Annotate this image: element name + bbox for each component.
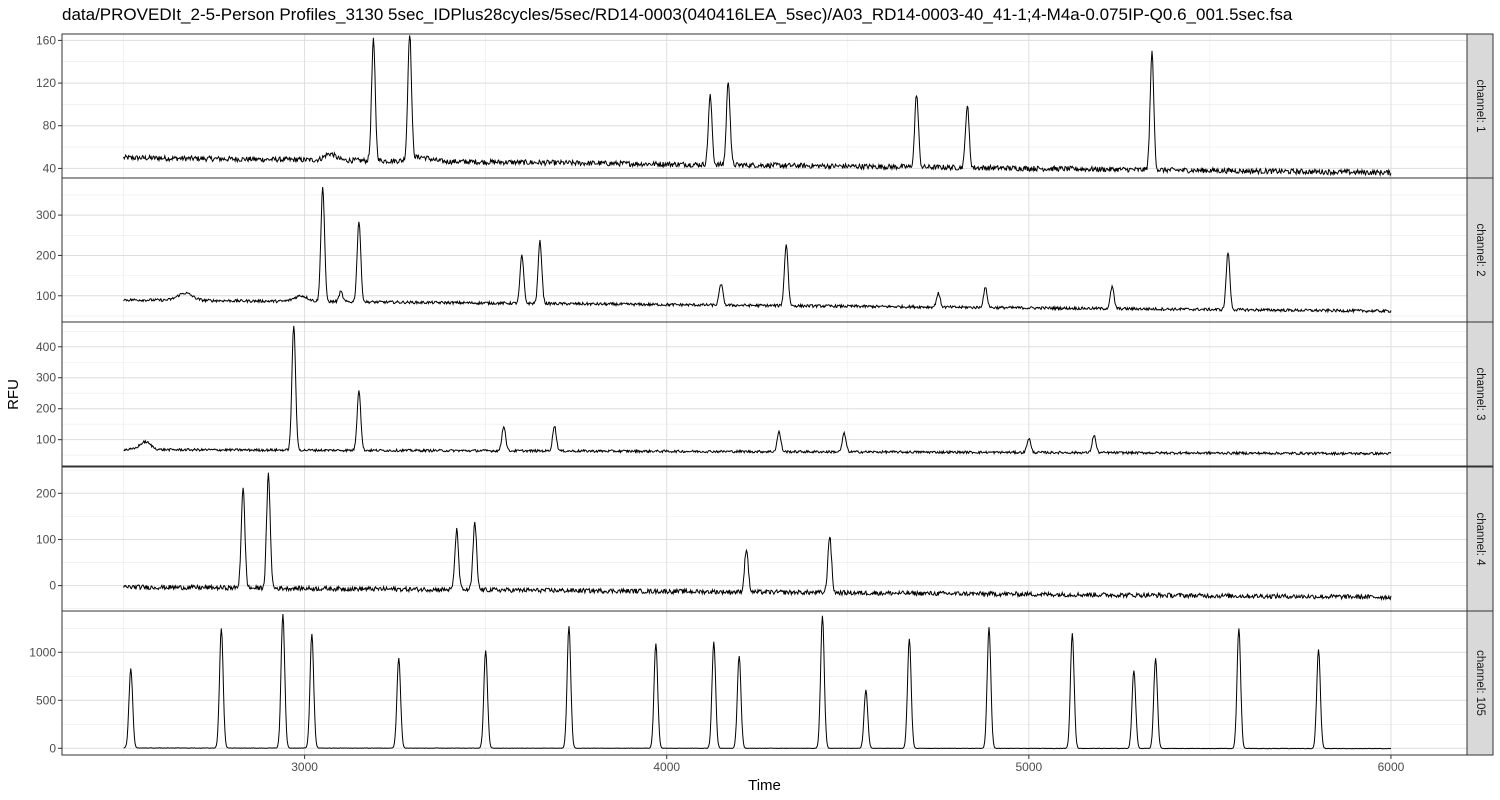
- facet-strip: [1466, 177, 1494, 323]
- y-tick-label: 200: [36, 402, 56, 416]
- y-tick-label: 500: [36, 693, 56, 707]
- y-tick-label: 1000: [29, 645, 56, 659]
- rfu-trace-5: [123, 613, 1392, 750]
- y-tick-label: 200: [36, 486, 56, 500]
- rfu-trace-2: [123, 187, 1392, 314]
- y-tick-label: 100: [36, 289, 56, 303]
- x-tick-label: 3000: [291, 760, 318, 774]
- y-tick-label: 300: [36, 371, 56, 385]
- y-tick-label: 80: [43, 119, 57, 133]
- y-tick-label: 40: [43, 161, 57, 175]
- y-tick-label: 100: [36, 532, 56, 546]
- y-tick-label: 300: [36, 208, 56, 222]
- panel-background: [62, 34, 1467, 178]
- facet-strip-label: channel: 4: [1474, 512, 1486, 566]
- x-axis-title: Time: [748, 777, 781, 794]
- x-tick-label: 6000: [1378, 760, 1405, 774]
- facet-strip-label: channel: 2: [1474, 223, 1486, 276]
- x-tick-label: 5000: [1015, 760, 1042, 774]
- facet-strip-label: channel: 105: [1474, 650, 1486, 716]
- panel-background: [62, 611, 1467, 755]
- x-tick-label: 4000: [653, 760, 680, 774]
- facet-strip: [1466, 466, 1494, 612]
- y-tick-label: 160: [36, 33, 56, 47]
- panel-background: [62, 322, 1467, 466]
- y-tick-label: 0: [49, 579, 56, 593]
- plot-title: data/PROVEDIt_2-5-Person Profiles_3130 5…: [62, 5, 1293, 24]
- y-tick-label: 200: [36, 248, 56, 262]
- y-tick-label: 400: [36, 340, 56, 354]
- facet-strip: [1466, 610, 1494, 756]
- facet-strip: [1466, 33, 1494, 179]
- y-tick-label: 0: [49, 741, 56, 755]
- rfu-trace-4: [123, 472, 1392, 601]
- y-axis-title: RFU: [5, 379, 22, 410]
- rfu-trace-1: [123, 35, 1392, 177]
- y-tick-label: 100: [36, 433, 56, 447]
- facet-strip-label: channel: 3: [1474, 367, 1486, 420]
- y-tick-label: 120: [36, 76, 56, 90]
- facet-strip-label: channel: 1: [1474, 79, 1486, 132]
- facet-strip: [1466, 321, 1494, 467]
- rfu-trace-3: [123, 325, 1392, 457]
